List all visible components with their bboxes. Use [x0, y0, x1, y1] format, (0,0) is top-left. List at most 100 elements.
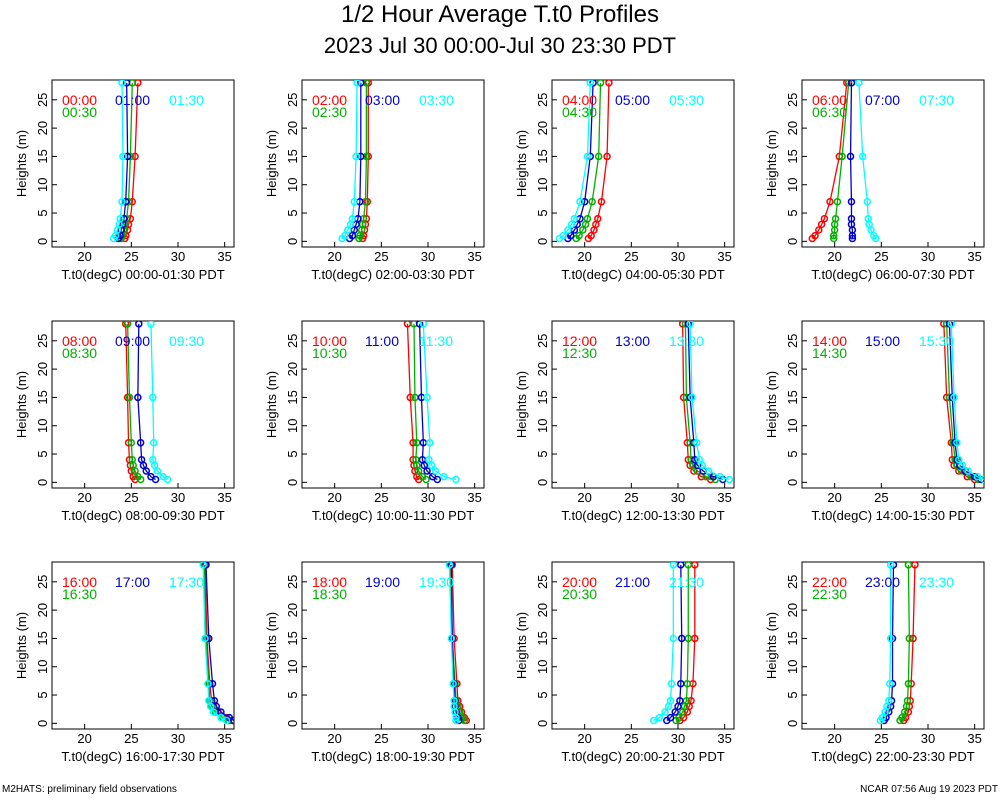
- y-tick-label: 5: [35, 209, 50, 216]
- legend-entry: 21:30: [669, 574, 704, 590]
- x-tick-label: 25: [874, 731, 888, 746]
- footer-right: NCAR 07:56 Aug 19 2023 PDT: [860, 784, 998, 795]
- y-tick-label: 5: [35, 691, 50, 698]
- legend-entry: 12:30: [562, 345, 597, 361]
- plot-area: [403, 321, 460, 484]
- profile-point: [136, 438, 145, 447]
- plot-frame: [301, 320, 485, 489]
- profile-point: [566, 231, 575, 240]
- panel: 20 25 30 35 0 5 10 15 20 25 T.t0(degC) 20:00-21:30…: [514, 561, 735, 764]
- y-tick-label: 5: [535, 209, 550, 216]
- profile-point: [348, 214, 357, 223]
- plot-area: [445, 562, 471, 725]
- profile-point: [692, 438, 701, 447]
- legend-entry: 13:30: [669, 333, 704, 349]
- x-tick-label: 35: [467, 490, 481, 505]
- x-tick-label: 35: [217, 249, 231, 264]
- profile-point: [848, 234, 857, 243]
- profile-point: [123, 321, 132, 328]
- y-axis-label: Heights (m): [514, 371, 529, 438]
- profile-point: [686, 321, 694, 328]
- profile-point: [205, 696, 213, 705]
- x-tick-label: 30: [921, 249, 935, 264]
- y-tick-label: 0: [285, 720, 300, 727]
- profile-point: [153, 467, 162, 475]
- legend-entry: 20:00: [562, 574, 597, 590]
- profile-point: [452, 716, 460, 725]
- profile-point: [208, 679, 217, 688]
- plot-frame: [551, 320, 735, 489]
- x-tick-label: 35: [967, 249, 981, 264]
- plot-frame: [551, 79, 735, 248]
- x-tick-label: 25: [374, 731, 388, 746]
- x-tick-label: 25: [374, 490, 388, 505]
- legend-entry: 17:30: [169, 574, 204, 590]
- profile-point: [341, 231, 349, 240]
- plot-frame: [51, 561, 235, 730]
- profile-point: [559, 231, 567, 240]
- y-tick-label: 10: [785, 418, 800, 432]
- x-tick-label: 30: [171, 731, 185, 746]
- plot-area: [338, 80, 373, 243]
- x-tick-label: 30: [421, 249, 435, 264]
- profile-point: [357, 80, 365, 87]
- legend-entry: 05:00: [615, 92, 650, 108]
- profile-point: [886, 562, 895, 569]
- legend-entry: 07:30: [919, 92, 954, 108]
- y-tick-label: 0: [785, 238, 800, 245]
- profile-point: [149, 438, 158, 447]
- y-axis-label: Heights (m): [14, 371, 29, 438]
- profile-point: [980, 475, 984, 484]
- profile-point: [698, 461, 707, 470]
- legend-entry: 02:30: [312, 104, 347, 120]
- y-tick-label: 5: [535, 450, 550, 457]
- profile-point: [838, 152, 846, 161]
- profile-point: [452, 475, 460, 484]
- profile-point: [666, 713, 675, 722]
- y-axis-label: Heights (m): [764, 371, 779, 438]
- y-tick-label: 10: [535, 659, 550, 673]
- profile-point: [885, 679, 894, 688]
- profile-point: [886, 634, 895, 643]
- profile-point: [445, 562, 454, 569]
- x-tick-label: 30: [171, 490, 185, 505]
- x-tick-label: 30: [421, 490, 435, 505]
- profile-point: [209, 708, 218, 716]
- x-tick-label: 35: [217, 490, 231, 505]
- y-tick-label: 0: [785, 720, 800, 727]
- legend-entry: 19:30: [419, 574, 454, 590]
- profile-point: [605, 80, 613, 87]
- y-axis-label: Heights (m): [514, 612, 529, 679]
- x-tick-label: 25: [874, 490, 888, 505]
- y-tick-label: 25: [785, 93, 800, 107]
- profile-point: [415, 321, 424, 328]
- y-tick-label: 10: [285, 177, 300, 191]
- profile-point: [878, 713, 887, 722]
- legend-entry: 10:00: [312, 333, 347, 349]
- x-tick-label: 25: [624, 490, 638, 505]
- y-tick-label: 15: [535, 631, 550, 645]
- plot-frame: [801, 79, 985, 248]
- profile-point: [666, 696, 675, 705]
- y-tick-label: 20: [535, 362, 550, 376]
- profile-point: [583, 214, 592, 223]
- y-tick-label: 5: [285, 450, 300, 457]
- profile-point: [352, 152, 360, 161]
- profile-point: [973, 472, 982, 481]
- chart-title: 1/2 Hour Average T.t0 Profiles: [341, 1, 659, 28]
- profile-point: [222, 716, 231, 725]
- x-tick-label: 20: [827, 731, 841, 746]
- legend-entry: 11:00: [365, 333, 399, 349]
- profile-point: [564, 226, 572, 234]
- profile-point: [118, 197, 126, 206]
- profile-point: [817, 220, 826, 229]
- legend-entry: 08:00: [62, 333, 97, 349]
- y-axis-label: Heights (m): [14, 130, 29, 197]
- x-tick-label: 35: [217, 731, 231, 746]
- profile-point: [958, 461, 967, 470]
- panel: 20 25 30 35 0 5 10 15 20 25 T.t0(degC) 14:00-15:30…: [764, 320, 985, 523]
- plot-frame: [801, 320, 985, 489]
- x-axis-label: T.t0(degC) 02:00-03:30 PDT: [311, 267, 474, 282]
- profile-point: [870, 231, 878, 240]
